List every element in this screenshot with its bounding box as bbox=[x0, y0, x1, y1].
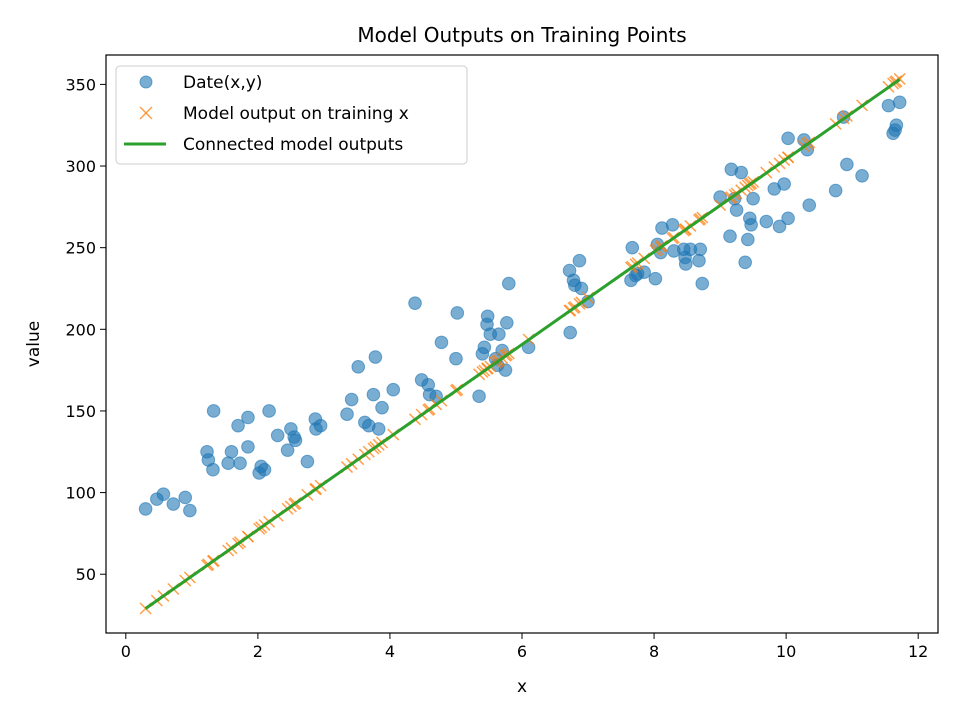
x-tick-label: 10 bbox=[776, 642, 796, 661]
data-point bbox=[366, 387, 381, 402]
legend-label-data: Date(x,y) bbox=[183, 73, 262, 93]
y-tick-label: 300 bbox=[65, 157, 96, 176]
data-point bbox=[777, 177, 791, 191]
data-point bbox=[368, 350, 383, 364]
data-point bbox=[280, 443, 295, 457]
data-point bbox=[183, 503, 197, 518]
data-point bbox=[221, 456, 235, 470]
data-point bbox=[802, 198, 817, 213]
x-tick-label: 8 bbox=[649, 642, 659, 661]
data-point bbox=[313, 418, 328, 433]
data-point bbox=[772, 219, 787, 234]
y-tick-label: 250 bbox=[65, 239, 96, 258]
data-point bbox=[300, 454, 315, 469]
data-point bbox=[241, 410, 255, 425]
data-point bbox=[288, 433, 303, 448]
data-point bbox=[375, 400, 389, 415]
data-point bbox=[713, 190, 727, 204]
data-point bbox=[138, 502, 153, 516]
data-point bbox=[729, 203, 744, 217]
data-point bbox=[693, 242, 708, 257]
data-point bbox=[828, 183, 843, 198]
legend-marker-data bbox=[139, 75, 153, 89]
data-point bbox=[371, 422, 386, 436]
chart-title: Model Outputs on Training Points bbox=[357, 23, 686, 47]
data-point bbox=[386, 382, 401, 397]
data-point bbox=[241, 440, 255, 454]
data-point bbox=[574, 281, 589, 296]
data-point bbox=[340, 407, 354, 422]
data-point bbox=[233, 456, 247, 470]
legend: Date(x,y) Model output on training x Con… bbox=[115, 65, 468, 165]
data-point bbox=[344, 392, 359, 407]
data-point bbox=[224, 444, 239, 459]
data-point bbox=[741, 232, 755, 247]
connected-line-series bbox=[144, 78, 901, 610]
data-point bbox=[166, 497, 181, 511]
x-tick-label: 6 bbox=[517, 642, 527, 661]
data-point bbox=[889, 118, 904, 133]
data-point bbox=[501, 276, 516, 291]
legend-label-model: Model output on training x bbox=[183, 104, 409, 124]
legend-box bbox=[115, 65, 468, 165]
x-tick-label: 12 bbox=[908, 642, 928, 661]
x-axis-ticks: 0 2 4 6 8 10 12 bbox=[121, 633, 928, 661]
data-point bbox=[746, 191, 760, 206]
data-point bbox=[492, 327, 506, 342]
data-point bbox=[450, 306, 465, 320]
data-point bbox=[744, 218, 758, 232]
data-point bbox=[678, 257, 693, 271]
data-point bbox=[781, 131, 795, 146]
data-points-series bbox=[138, 95, 907, 518]
data-point bbox=[692, 253, 706, 268]
data-point bbox=[500, 315, 514, 330]
y-tick-label: 350 bbox=[65, 75, 96, 94]
data-point bbox=[206, 404, 221, 418]
y-axis-ticks: 50 100 150 200 250 300 350 bbox=[65, 75, 106, 584]
data-point bbox=[723, 229, 737, 244]
y-tick-label: 200 bbox=[65, 320, 96, 339]
data-point bbox=[572, 253, 587, 268]
data-point bbox=[781, 211, 795, 226]
data-point bbox=[270, 428, 285, 443]
data-point bbox=[472, 389, 486, 404]
data-point bbox=[734, 165, 749, 180]
data-point bbox=[855, 169, 869, 183]
data-point bbox=[625, 240, 640, 255]
y-tick-label: 150 bbox=[65, 402, 96, 421]
data-point bbox=[408, 296, 422, 310]
data-point bbox=[648, 271, 663, 286]
connected-model-line bbox=[144, 78, 901, 610]
y-axis-label: value bbox=[24, 321, 44, 367]
data-point bbox=[477, 340, 492, 355]
data-point bbox=[738, 255, 752, 270]
y-tick-label: 100 bbox=[65, 484, 96, 503]
data-point bbox=[262, 404, 276, 418]
data-point bbox=[178, 490, 193, 505]
x-tick-label: 2 bbox=[253, 642, 263, 661]
data-point bbox=[892, 95, 907, 110]
data-point bbox=[449, 351, 463, 366]
data-point bbox=[434, 335, 449, 350]
data-point bbox=[257, 462, 272, 477]
x-tick-label: 0 bbox=[121, 642, 131, 661]
legend-marker-model bbox=[139, 106, 153, 120]
data-point bbox=[231, 418, 245, 433]
data-point bbox=[563, 325, 578, 340]
data-point bbox=[840, 157, 854, 172]
y-tick-label: 50 bbox=[76, 565, 96, 584]
data-point bbox=[480, 309, 495, 324]
x-tick-label: 4 bbox=[385, 642, 395, 661]
data-point bbox=[351, 360, 366, 374]
data-point bbox=[759, 214, 774, 229]
data-point bbox=[695, 276, 710, 291]
data-point bbox=[881, 98, 896, 113]
x-axis-label: x bbox=[517, 677, 527, 697]
data-point bbox=[206, 462, 220, 477]
legend-label-line: Connected model outputs bbox=[183, 135, 403, 155]
data-point bbox=[156, 487, 171, 502]
data-point bbox=[665, 218, 680, 232]
